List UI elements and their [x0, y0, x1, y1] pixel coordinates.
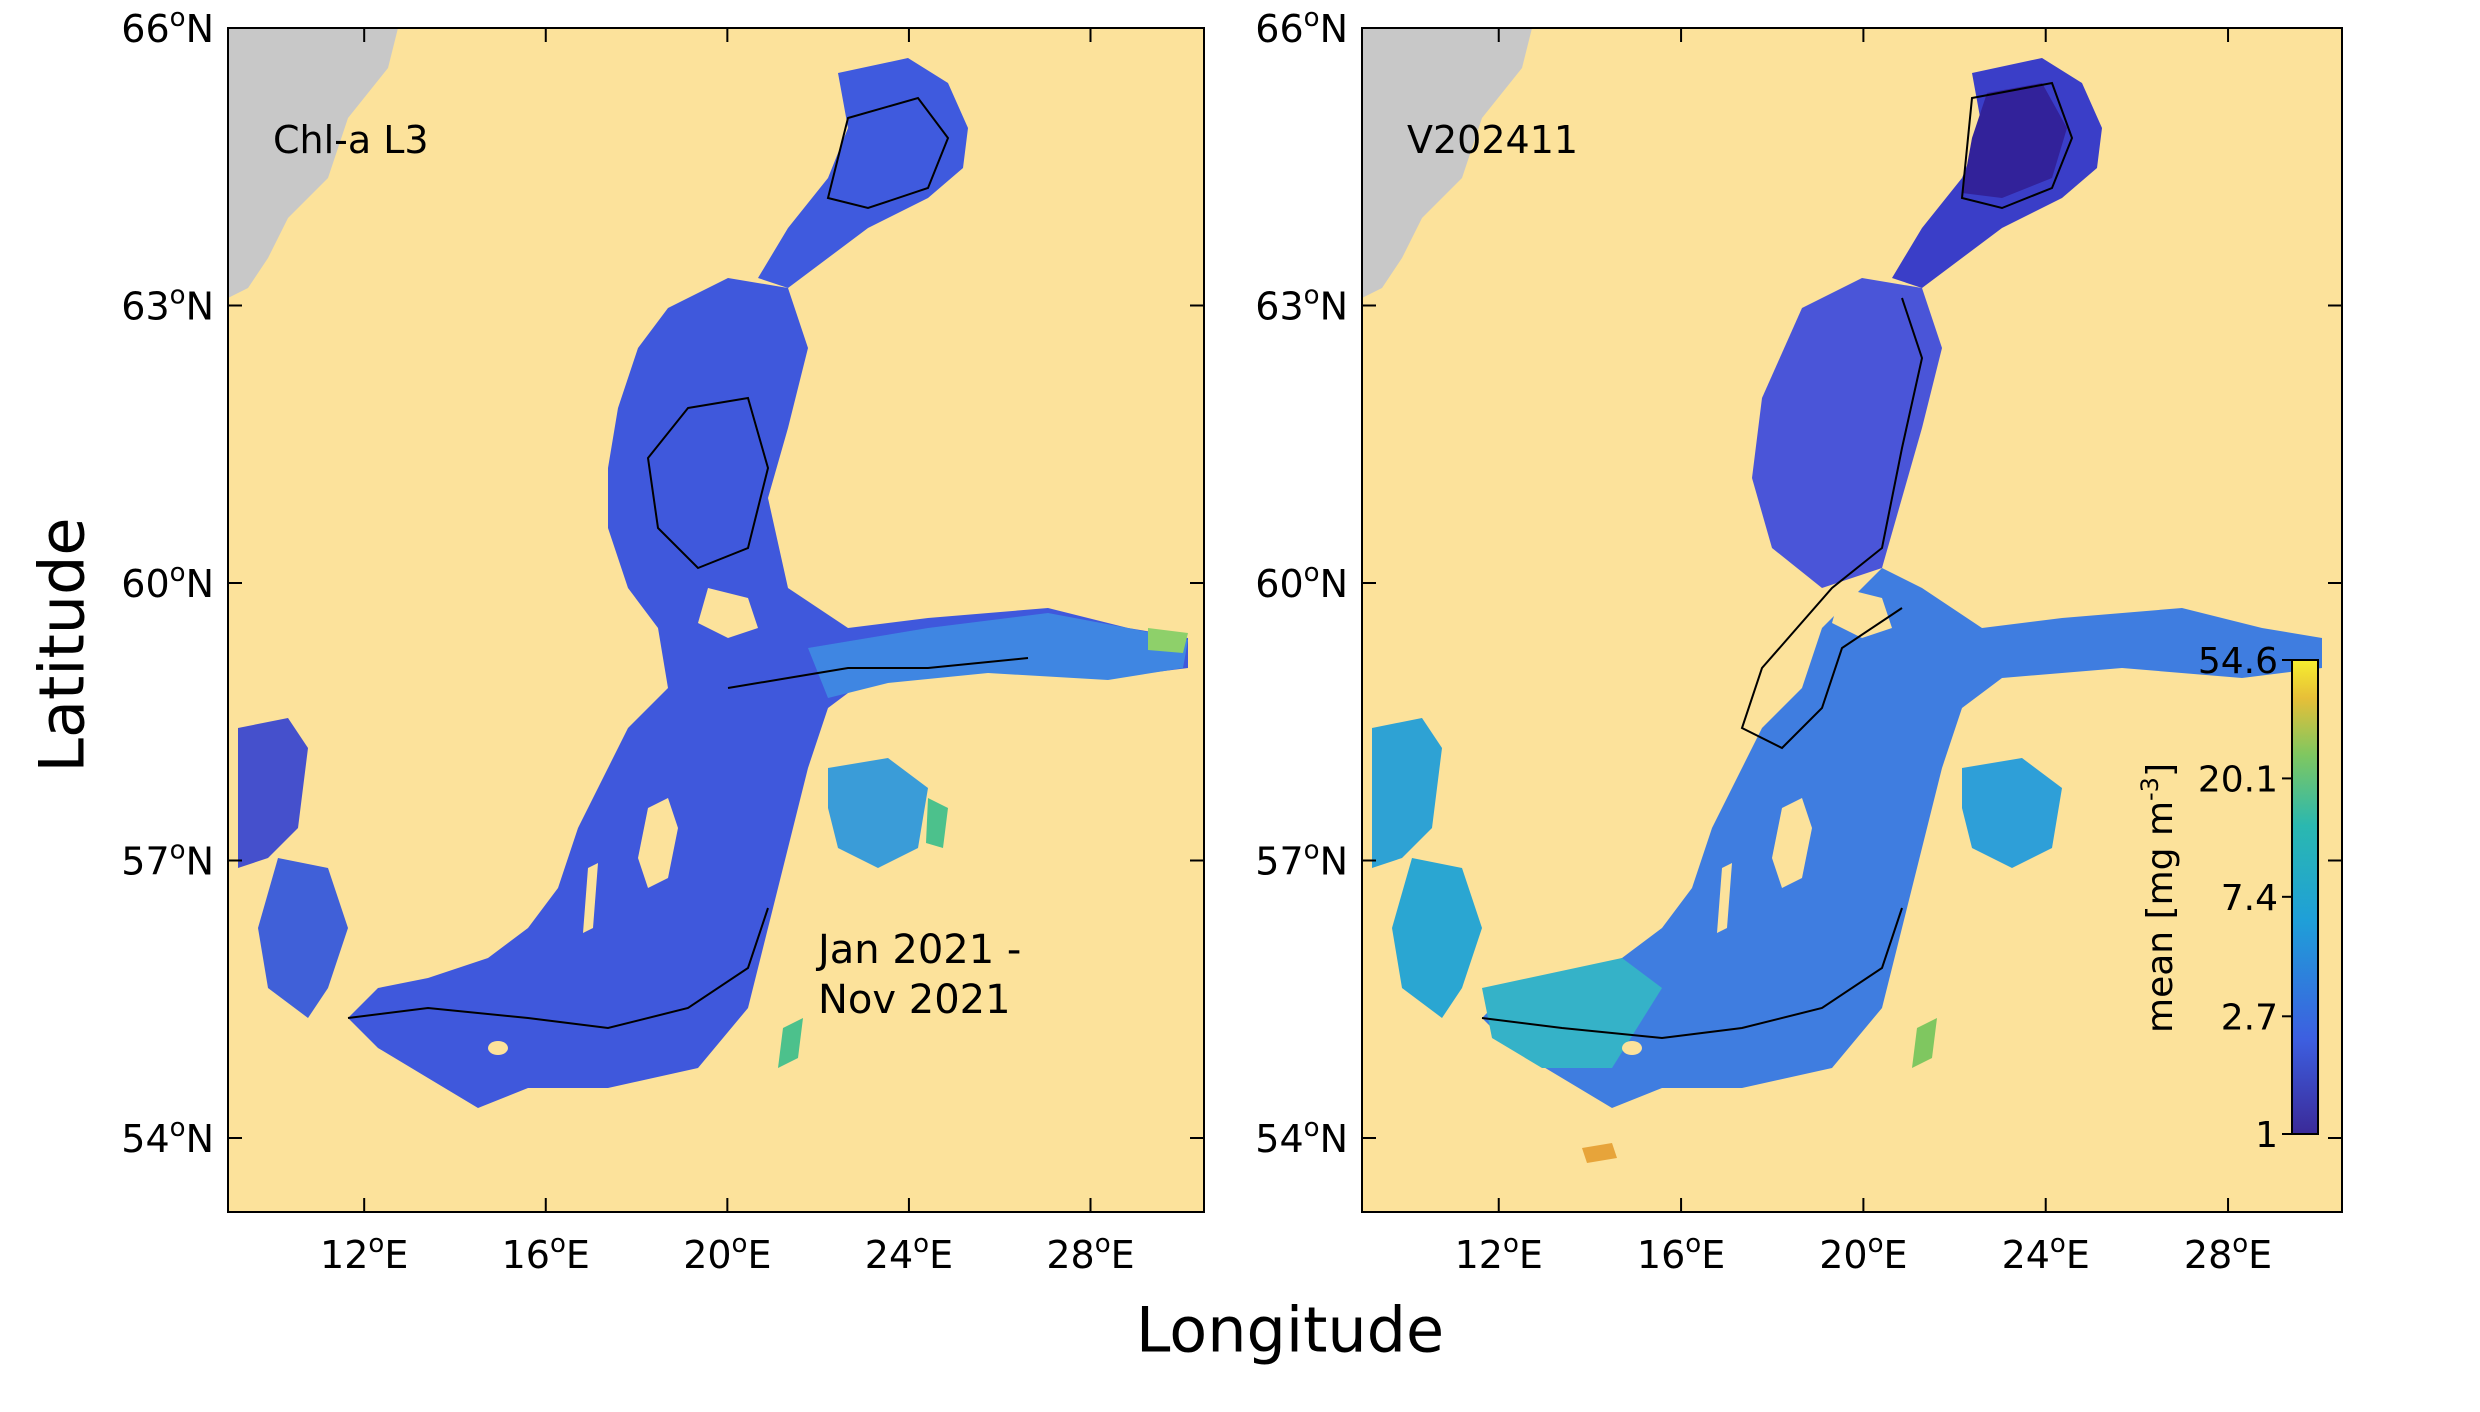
x-tick-label: 24oE: [865, 1229, 953, 1277]
y-tick-label: 60oN: [121, 558, 214, 606]
colorbar-gradient: [2291, 659, 2319, 1135]
axis-ticks: [228, 27, 1204, 1212]
y-tick-label: 66oN: [121, 3, 214, 51]
date-range-line2: Nov 2021: [818, 977, 1011, 1023]
sea-kattegat: [258, 858, 348, 1018]
sea-bothnian-sea: [1752, 278, 1942, 588]
sea-gulf-of-riga: [1962, 758, 2062, 868]
y-tick-label: 63oN: [121, 281, 214, 329]
y-tick-label: 54oN: [1255, 1113, 1348, 1161]
map-panel-left: Chl-a L3 Jan 2021 - Nov 2021: [227, 27, 1205, 1213]
island-bornholm: [1622, 1041, 1642, 1055]
contour-line: [727, 657, 1029, 689]
sea-skagerrak: [1372, 718, 1442, 868]
contour-line: [646, 396, 770, 570]
y-tick-label: 63oN: [1255, 281, 1348, 329]
contour-line: [347, 907, 769, 1030]
panel-label: Chl-a L3: [273, 118, 429, 162]
sea-gulf-of-riga: [828, 758, 928, 868]
island-oland: [1717, 863, 1732, 933]
map-frame: [1361, 27, 2343, 1213]
island-bornholm: [488, 1041, 508, 1055]
sea-bothnian-bay: [758, 58, 968, 288]
panel-label: V202411: [1407, 118, 1578, 162]
sea-western-baltic: [1482, 958, 1662, 1068]
contour-line: [1481, 907, 1903, 1040]
sea-skagerrak: [238, 718, 308, 868]
date-range-line1: Jan 2021 -: [815, 927, 1021, 973]
y-tick-label: 57oN: [121, 836, 214, 884]
x-tick-label: 28oE: [1046, 1229, 1134, 1277]
y-tick-label: 66oN: [1255, 3, 1348, 51]
map-panel-right: V202411 1 2.7 7.4 20.1 54.6 mean [mg m-3]: [1361, 27, 2343, 1213]
y-tick-label: 60oN: [1255, 558, 1348, 606]
coastal-high-chl: [1582, 1143, 1617, 1163]
axis-ticks: [1362, 27, 2342, 1212]
x-tick-label: 20oE: [683, 1229, 771, 1277]
sea-baltic-proper: [348, 278, 1188, 1108]
y-tick-labels: 54oN 57oN 60oN 63oN 66oN: [121, 3, 214, 1161]
y-tick-labels: 54oN 57oN 60oN 63oN 66oN: [1255, 3, 1348, 1161]
colorbar-ticks: 1 2.7 7.4 20.1 54.6: [2198, 641, 2292, 1156]
sea-gulf-of-finland: [808, 613, 1188, 698]
x-tick-label: 16oE: [502, 1229, 590, 1277]
no-data-region: [228, 28, 398, 298]
colorbar-tick-label: 7.4: [2221, 878, 2278, 919]
x-tick-label: 20oE: [1819, 1229, 1907, 1277]
map-frame: [227, 27, 1205, 1213]
coastal-high-chl: [1148, 628, 1188, 653]
no-data-region: [1362, 28, 1532, 298]
colorbar-tick-label: 20.1: [2198, 759, 2278, 800]
x-tick-label: 28oE: [2184, 1229, 2272, 1277]
x-axis-title: Longitude: [1135, 1293, 1445, 1367]
colorbar-tick-label: 1: [2255, 1115, 2278, 1156]
y-tick-label: 57oN: [1255, 836, 1348, 884]
y-axis-title: Latitude: [25, 517, 99, 773]
colorbar-tick-label: 2.7: [2221, 997, 2278, 1038]
island-gotland: [638, 798, 678, 888]
y-tick-label: 54oN: [121, 1113, 214, 1161]
x-tick-label: 24oE: [2002, 1229, 2090, 1277]
contour-line: [1960, 81, 2074, 210]
x-tick-labels: 12oE 16oE 20oE 24oE 28oE: [320, 1229, 1135, 1277]
island-oland: [583, 863, 598, 933]
contour-line: [826, 96, 950, 210]
x-tick-label: 12oE: [1455, 1229, 1543, 1277]
coastal-high-chl: [926, 798, 948, 848]
island-gotland: [1772, 798, 1812, 888]
island-aland: [698, 588, 758, 638]
x-tick-label: 12oE: [320, 1229, 408, 1277]
coastal-high-chl: [1912, 1018, 1937, 1068]
colorbar-title: mean [mg m-3]: [2136, 763, 2181, 1033]
coastal-high-chl: [778, 1018, 803, 1068]
sea-bothnian-bay-core: [1962, 83, 2067, 198]
colorbar-tick-label: 54.6: [2198, 641, 2278, 682]
x-tick-label: 16oE: [1637, 1229, 1725, 1277]
sea-kattegat: [1392, 858, 1482, 1018]
sea-baltic-proper: [1482, 568, 2322, 1108]
contour-line: [1740, 297, 1924, 750]
x-tick-labels: 12oE 16oE 20oE 24oE 28oE: [1455, 1229, 2273, 1277]
colorbar: 1 2.7 7.4 20.1 54.6 mean [mg m-3]: [2136, 641, 2319, 1156]
